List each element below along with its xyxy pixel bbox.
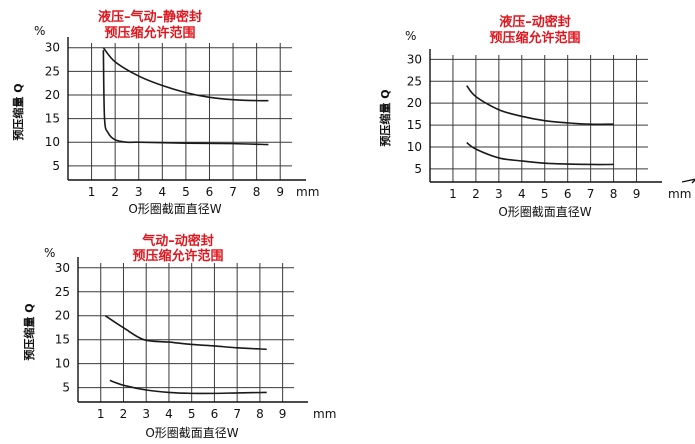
x-tick-label: 9 [279,407,287,421]
x-tick-label: 2 [472,187,480,201]
x-axis-title: O形圈截面直径W [128,202,221,216]
y-tick-label: 5 [414,162,422,176]
chart-title-line-2: 预压缩允许范围 [104,25,195,41]
y-tick-label: 30 [407,52,422,66]
y-axis-title: 预压缩量 Q [22,303,36,360]
upper-limit-curve [466,85,614,126]
x-tick-label: 8 [253,185,261,199]
chart-title-line-1: 液压–动密封 [499,14,571,30]
y-tick-label: 5 [52,159,60,173]
y-tick-label: 15 [407,118,422,132]
x-tick-label: 8 [610,187,618,201]
lower-limit-curve [466,141,614,166]
y-tick-label: 25 [45,64,60,78]
upper-limit-curve [104,315,267,351]
y-tick-label: 20 [55,309,70,323]
x-axis-title: O形圈截面直径W [145,426,238,440]
x-tick-label: 4 [165,407,173,421]
x-tick-label: 3 [135,185,143,199]
x-tick-label: 3 [495,187,503,201]
x-axis-arrow [681,178,695,184]
x-tick-label: 2 [120,407,128,421]
chart-title-line-2: 预压缩允许范围 [489,30,580,46]
y-tick-label: 15 [45,112,60,126]
y-unit-label: % [34,24,45,38]
chart-panel-1: 1 2 3 4 5 6 7 8 9 5 10 15 20 25 30% mm O形圈截面直径W 预压缩量 Q 液压–… [11,9,319,216]
y-tick-label: 30 [55,261,70,275]
x-tick-label: 7 [233,407,241,421]
x-unit-label: mm [313,407,336,421]
x-tick-label: 9 [633,187,641,201]
y-tick-label: 25 [55,285,70,299]
x-tick-label: 4 [518,187,526,201]
chart-panel-2: 1 2 3 4 5 6 7 8 9 5 10 15 20 25 30% mm O形圈截面直径W 预压缩量 Q 液压–… [378,14,695,219]
x-tick-label: 5 [188,407,196,421]
x-tick-label: 7 [229,185,237,199]
x-tick-label: 5 [541,187,549,201]
upper-limit-curve [102,47,269,102]
x-tick-label: 6 [564,187,572,201]
chart-title-line-1: 液压–气动–静密封 [98,9,202,25]
x-tick-label: 4 [158,185,166,199]
y-unit-label: % [44,246,55,260]
y-tick-label: 25 [407,74,422,88]
x-unit-label: mm [296,185,319,199]
x-tick-label: 2 [111,185,119,199]
chart-title-line-1: 气动–动密封 [142,233,214,249]
chart-title-line-2: 预压缩允许范围 [132,248,223,264]
y-tick-label: 10 [407,140,422,154]
chart-grid [68,43,292,180]
y-tick-label: 20 [407,96,422,110]
x-tick-label: 8 [256,407,264,421]
y-axis-title: 预压缩量 Q [11,83,25,140]
lower-limit-curve [102,50,269,146]
x-tick-label: 1 [88,185,96,199]
x-tick-label: 1 [97,407,105,421]
x-axis-title: O形圈截面直径W [498,205,591,219]
x-tick-label: 7 [587,187,595,201]
y-tick-label: 5 [62,381,70,395]
y-unit-label: % [405,29,416,43]
y-tick-label: 10 [45,135,60,149]
x-tick-label: 5 [182,185,190,199]
x-tick-label: 1 [449,187,457,201]
y-tick-label: 10 [55,357,70,371]
x-tick-label: 6 [211,407,219,421]
y-tick-label: 30 [45,41,60,55]
chart-grid [78,263,294,402]
y-tick-label: 20 [45,88,60,102]
lower-limit-curve [109,379,267,395]
y-axis-title: 预压缩量 Q [378,89,392,146]
x-tick-label: 6 [206,185,214,199]
x-tick-label: 3 [142,407,150,421]
x-tick-label: 9 [276,185,284,199]
x-unit-label: mm [668,187,691,201]
y-tick-label: 15 [55,333,70,347]
